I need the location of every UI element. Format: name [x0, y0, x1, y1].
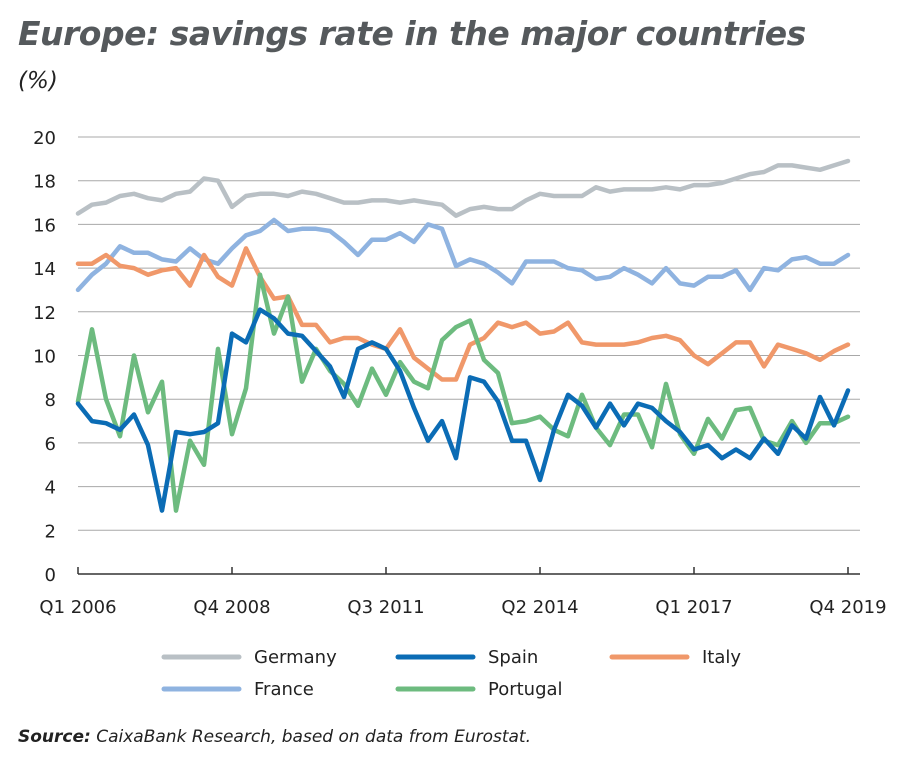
legend-label-italy: Italy: [702, 647, 741, 668]
x-tick-label: Q1 2017: [655, 597, 732, 618]
x-tick-label: Q2 2014: [501, 597, 578, 618]
unit-label: (%): [18, 68, 58, 94]
legend-label-spain: Spain: [488, 647, 538, 668]
series-line-italy: [75, 246, 851, 382]
x-tick-label: Q3 2011: [347, 597, 424, 618]
series-line-spain: [75, 307, 851, 513]
y-tick-label: 4: [45, 478, 56, 499]
source-text: CaixaBank Research, based on data from E…: [96, 727, 531, 747]
legend-label-portugal: Portugal: [488, 679, 563, 700]
y-tick-label: 0: [45, 565, 56, 586]
source-label: Source:: [18, 727, 91, 747]
series-line-germany: [75, 158, 851, 218]
legend-label-france: France: [254, 679, 314, 700]
y-tick-label: 18: [33, 172, 56, 193]
y-tick-label: 10: [33, 347, 56, 368]
series-line-portugal: [75, 272, 851, 513]
y-tick-label: 8: [45, 390, 56, 411]
y-tick-label: 6: [45, 434, 56, 455]
x-tick-label: Q1 2006: [39, 597, 116, 618]
x-tick-label: Q4 2019: [809, 597, 886, 618]
y-tick-label: 14: [33, 259, 56, 280]
x-tick-label: Q4 2008: [193, 597, 270, 618]
source-note: Source: CaixaBank Research, based on dat…: [18, 727, 531, 747]
y-tick-label: 16: [33, 215, 56, 236]
legend-label-germany: Germany: [254, 647, 337, 668]
y-tick-label: 20: [33, 128, 56, 149]
y-tick-label: 2: [45, 521, 56, 542]
y-tick-label: 12: [33, 303, 56, 324]
chart-title: Europe: savings rate in the major countr…: [18, 14, 806, 53]
